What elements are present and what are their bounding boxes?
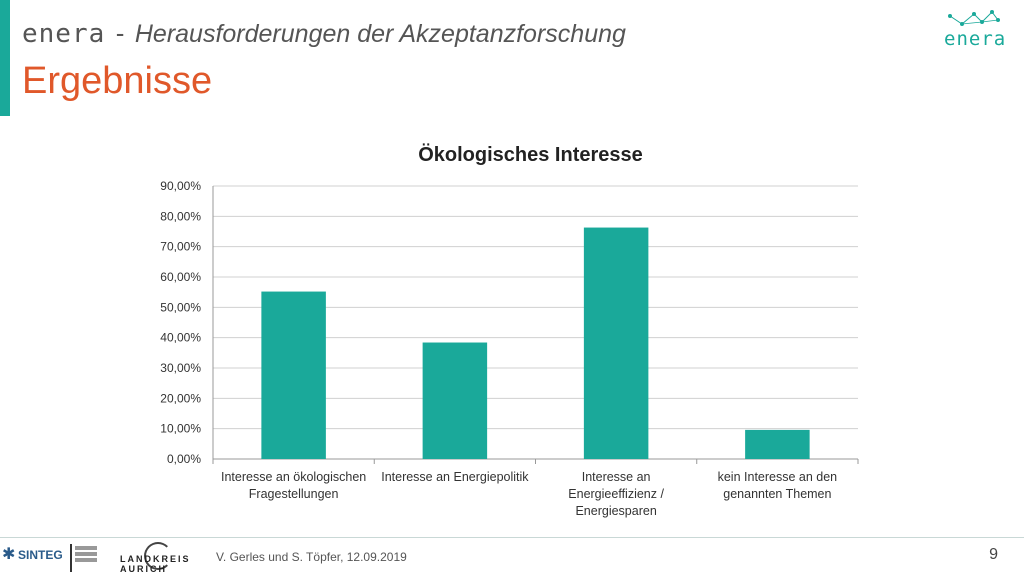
- x-category-label: Interesse an: [582, 470, 651, 484]
- x-category-label: genannten Themen: [723, 487, 831, 501]
- y-tick-label: 30,00%: [160, 361, 201, 375]
- y-tick-label: 90,00%: [160, 179, 201, 193]
- page-title: Ergebnisse: [22, 60, 213, 102]
- y-tick-label: 80,00%: [160, 209, 201, 223]
- brand-word: enera: [22, 19, 106, 49]
- bar: [583, 227, 649, 459]
- enera-logo: enera: [938, 6, 1016, 52]
- ministry-logo: [70, 544, 102, 572]
- x-category-label: Energieeffizienz /: [568, 487, 664, 501]
- footer-divider: [0, 537, 1024, 538]
- y-tick-label: 50,00%: [160, 300, 201, 314]
- bar: [745, 429, 810, 459]
- x-category-label: kein Interesse an den: [718, 470, 838, 484]
- bar-chart: Ökologisches Interesse 0,00% 10,00% 20,00% 3…: [0, 130, 1024, 530]
- y-tick-label: 70,00%: [160, 240, 201, 254]
- x-category-label: Energiesparen: [575, 504, 656, 518]
- y-tick-label: 40,00%: [160, 331, 201, 345]
- accent-bar: [0, 0, 10, 116]
- chart-canvas: Ökologisches Interesse 0,00% 10,00% 20,00% 3…: [160, 143, 859, 518]
- sinteg-icon: ✱: [2, 546, 16, 563]
- footer-credits: V. Gerles und S. Töpfer, 12.09.2019: [216, 550, 407, 564]
- x-category-label: Fragestellungen: [249, 487, 339, 501]
- bar: [261, 291, 326, 459]
- header-separator: -: [115, 18, 125, 48]
- header-line: enera - Herausforderungen der Akzeptanzf…: [22, 18, 626, 49]
- bar: [422, 342, 488, 459]
- y-tick-label: 10,00%: [160, 422, 201, 436]
- chart-title: Ökologisches Interesse: [418, 143, 643, 166]
- logo-text: enera: [944, 28, 1007, 50]
- page-number: 9: [989, 546, 998, 563]
- network-dots-icon: [948, 10, 1000, 26]
- y-tick-label: 60,00%: [160, 270, 201, 284]
- landkreis-icon: [144, 542, 172, 570]
- footer-logos: ✱ SINTEG LANDKREIS AURICH: [2, 542, 204, 574]
- header-subtitle: Herausforderungen der Akzeptanzforschung: [134, 20, 626, 48]
- y-tick-label: 20,00%: [160, 391, 201, 405]
- landkreis-logo: LANDKREIS AURICH: [120, 554, 191, 574]
- sinteg-logo: SINTEG: [18, 548, 63, 562]
- x-category-label: Interesse an ökologischen: [221, 470, 366, 484]
- x-category-label: Interesse an Energiepolitik: [381, 470, 529, 484]
- y-tick-label: 0,00%: [167, 452, 201, 466]
